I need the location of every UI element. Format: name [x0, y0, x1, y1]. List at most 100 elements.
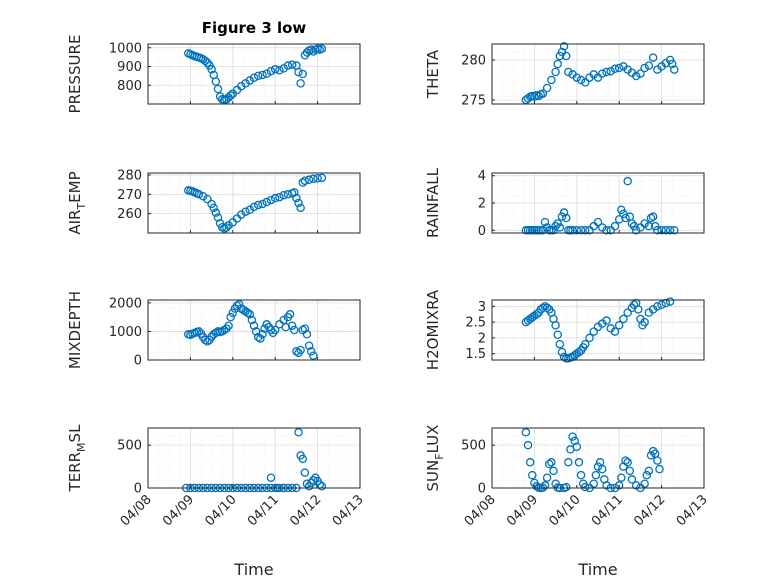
h2omixra-data-point: [557, 347, 567, 357]
rainfall-ylabel: RAINFALL: [424, 167, 442, 238]
air_temp-data-point: [313, 173, 322, 183]
mixdepth-data-point: [306, 347, 316, 356]
sun_flux-data-point: [542, 473, 552, 482]
sun_flux-data-point: [525, 458, 535, 467]
sun_flux-data-point: [602, 481, 611, 490]
rainfall-data-point: [538, 226, 548, 235]
rainfall-data-point: [621, 213, 630, 223]
mixdepth-data-point: [292, 347, 301, 356]
mixdepth-data-point: [287, 321, 297, 330]
pressure-data-point: [253, 71, 263, 81]
theta-data-point: [667, 59, 677, 69]
air_temp-data-point: [203, 194, 212, 204]
theta-data-point: [636, 69, 645, 78]
h2omixra-ytick-label: 3: [478, 300, 486, 315]
sun_flux-data-point: [574, 458, 584, 467]
rainfall-data-point: [648, 212, 658, 221]
rainfall-data-point: [553, 219, 562, 228]
terr_msl-data-point: [309, 476, 318, 485]
h2omixra-data-point: [542, 303, 552, 313]
theta-ytick-label: 275: [461, 94, 486, 109]
h2omixra-data-point: [629, 300, 639, 309]
theta-axes: 275 280 THETA: [424, 42, 705, 109]
sun_flux-data-point: [572, 442, 582, 452]
sun_flux-data-point: [549, 466, 558, 476]
pressure-axes-box: [147, 43, 361, 105]
rainfall-data-point: [640, 219, 649, 228]
terr_msl-data-point: [302, 479, 312, 488]
theta-data-point: [555, 51, 565, 61]
terr_msl-data-point: [266, 473, 276, 482]
sun_flux-data-point: [623, 458, 632, 467]
mixdepth-data-point: [226, 312, 235, 322]
air_temp-data-point: [194, 190, 204, 199]
theta-data-point: [648, 53, 658, 62]
air_temp-axes-box: [147, 172, 361, 234]
mixdepth-data-point: [203, 337, 212, 346]
sun_flux-data-point: [540, 481, 550, 490]
air_temp-data-point: [292, 193, 301, 203]
sun_flux-data-point: [653, 456, 662, 465]
mixdepth-ylabel: MIXDEPTH: [66, 291, 84, 369]
air_temp-ylabel: AIRTEMP: [66, 171, 88, 234]
theta-data-point: [602, 67, 611, 77]
rainfall-data-point: [597, 223, 607, 232]
mixdepth-data-point: [249, 321, 259, 330]
pressure-data-point: [279, 64, 288, 73]
air_temp-data-point: [224, 221, 233, 230]
theta-data-point: [561, 51, 571, 61]
pressure-data-point: [258, 70, 267, 80]
rainfall-data-point: [653, 226, 662, 235]
rainfall-data-point: [644, 221, 654, 231]
sun_flux-xlabel: Time: [577, 560, 617, 579]
rainfall-data-point: [602, 226, 611, 235]
air_temp-data-point: [237, 210, 246, 219]
theta-axes-box: [491, 43, 705, 105]
h2omixra-ytick-label: 1.5: [465, 347, 486, 362]
theta-data-point: [610, 64, 620, 74]
mixdepth-data-point: [270, 325, 280, 335]
h2omixra-data-point: [634, 305, 643, 314]
terr_msl-data-point: [294, 428, 303, 437]
air_temp-data-point: [253, 200, 263, 210]
mixdepth-data-point: [217, 327, 227, 336]
h2omixra-ylabel: H2OMIXRA: [424, 289, 442, 370]
mixdepth-data-point: [224, 321, 233, 330]
rainfall-axes-box: [491, 172, 705, 234]
mixdepth-ytick-label: 1000: [109, 325, 142, 340]
h2omixra-data-point: [640, 317, 649, 327]
mixdepth-data-point: [237, 304, 246, 313]
sun_flux-data-point: [564, 458, 573, 467]
pressure-data-point: [275, 66, 284, 75]
rainfall-data-point: [610, 221, 620, 231]
pressure-data-point: [213, 84, 223, 94]
mixdepth-data-point: [200, 335, 210, 345]
rainfall-data-point: [650, 221, 660, 231]
sun_flux-data-point: [597, 464, 607, 474]
h2omixra-data-point: [657, 300, 666, 309]
mixdepth-data-point: [298, 325, 308, 335]
h2omixra-axes: 1.522.53 H2OMIXRA: [424, 289, 705, 370]
rainfall-data-point: [576, 226, 586, 235]
rainfall-ytick-label: 0: [478, 224, 486, 239]
pressure-data-point: [270, 65, 280, 74]
terr_msl-axes-box: [147, 427, 361, 489]
air_temp-data-point: [241, 207, 250, 216]
rainfall-data-point: [593, 217, 603, 227]
rainfall-data-point: [657, 226, 666, 235]
sun_flux-data-point: [521, 428, 531, 437]
air_temp-ytick-label: 270: [117, 188, 142, 203]
sun_flux-data-point: [568, 432, 577, 441]
mixdepth-data-point: [228, 308, 238, 318]
mixdepth-data-point: [304, 341, 314, 350]
theta-data-point: [576, 75, 586, 85]
h2omixra-ytick-label: 2: [478, 331, 486, 346]
figure-title: Figure 3 low: [202, 19, 307, 37]
rainfall-data-point: [555, 223, 565, 232]
rainfall-data-point: [631, 226, 641, 235]
air_temp-data-point: [222, 223, 231, 232]
mixdepth-data-point: [243, 308, 252, 318]
theta-data-point: [547, 75, 556, 85]
